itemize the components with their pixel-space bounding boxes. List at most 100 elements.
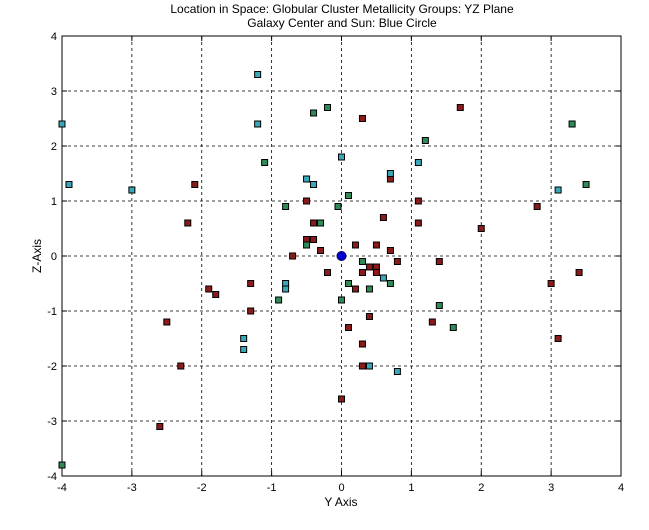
x-tick-label: 0 xyxy=(338,482,344,494)
data-point xyxy=(338,395,345,403)
x-tick-label: 1 xyxy=(408,482,414,494)
data-point xyxy=(338,296,345,304)
data-point xyxy=(421,137,429,144)
data-point xyxy=(303,175,311,183)
data-point xyxy=(435,302,443,309)
data-point xyxy=(247,307,255,315)
data-point xyxy=(575,269,583,276)
y-tick-label: 0 xyxy=(51,251,57,263)
data-point xyxy=(372,269,380,276)
data-point xyxy=(365,362,373,370)
data-points xyxy=(58,71,590,469)
y-tick-labels: -4 -3 -2 -1 0 1 2 3 4 xyxy=(47,31,57,483)
data-point xyxy=(358,340,366,348)
data-point xyxy=(582,181,590,188)
data-point xyxy=(351,285,359,293)
data-point xyxy=(240,335,248,342)
data-point xyxy=(247,280,255,287)
y-axis-label: Z-Axis xyxy=(30,239,44,273)
data-point xyxy=(393,368,401,375)
data-point xyxy=(414,197,422,205)
data-point xyxy=(358,258,366,265)
data-point xyxy=(456,104,464,111)
y-tick-label: -1 xyxy=(47,306,57,318)
data-point xyxy=(351,241,359,249)
y-tick-label: 3 xyxy=(51,86,57,98)
data-point xyxy=(324,104,332,111)
data-point xyxy=(289,252,297,260)
data-point xyxy=(344,192,352,199)
data-point xyxy=(310,181,318,188)
y-tick-label: -3 xyxy=(47,416,57,428)
data-point xyxy=(177,362,185,370)
data-point xyxy=(334,203,342,210)
x-tick-label: 4 xyxy=(618,482,624,494)
data-point xyxy=(568,120,576,128)
data-point xyxy=(191,181,199,188)
data-point xyxy=(358,362,366,370)
data-point xyxy=(554,335,562,342)
data-point xyxy=(58,461,66,469)
data-point xyxy=(184,219,192,227)
chart-title: Location in Space: Globular Cluster Meta… xyxy=(170,2,514,16)
data-point xyxy=(477,225,485,232)
data-point xyxy=(428,318,436,326)
data-point xyxy=(317,247,325,254)
data-point xyxy=(310,109,318,117)
data-point xyxy=(554,186,562,194)
data-point xyxy=(275,296,283,304)
data-point xyxy=(344,280,352,287)
x-tick-label: -3 xyxy=(127,482,137,494)
data-point xyxy=(282,203,290,210)
data-point xyxy=(435,258,443,265)
data-point xyxy=(365,285,373,293)
data-point xyxy=(205,285,213,293)
data-point xyxy=(212,291,220,298)
data-point xyxy=(254,120,262,128)
data-point xyxy=(386,170,394,177)
data-point xyxy=(303,197,311,205)
data-point xyxy=(365,263,373,271)
data-point xyxy=(533,203,541,210)
data-point xyxy=(372,241,380,249)
x-tick-label: -2 xyxy=(197,482,207,494)
x-tick-label: 2 xyxy=(478,482,484,494)
data-point xyxy=(261,159,269,166)
galaxy-center-marker xyxy=(336,251,347,261)
data-point xyxy=(358,115,366,122)
data-point xyxy=(254,71,262,78)
data-point xyxy=(379,274,387,282)
data-point xyxy=(414,219,422,227)
data-point xyxy=(344,324,352,331)
plot-frame xyxy=(61,35,622,477)
chart-subtitle: Galaxy Center and Sun: Blue Circle xyxy=(247,16,437,30)
data-point xyxy=(310,236,318,243)
data-point xyxy=(65,181,73,188)
data-point xyxy=(379,214,387,221)
data-point xyxy=(393,258,401,265)
data-point xyxy=(282,285,290,293)
y-tick-label: 1 xyxy=(51,196,57,208)
data-point xyxy=(414,159,422,166)
data-point xyxy=(128,186,136,194)
data-point xyxy=(317,219,325,227)
data-point xyxy=(386,280,394,287)
data-point xyxy=(338,153,345,161)
y-tick-label: -2 xyxy=(47,361,57,373)
y-tick-label: 2 xyxy=(51,141,57,153)
data-point xyxy=(156,423,164,430)
data-point xyxy=(449,324,457,331)
x-axis-label: Y Axis xyxy=(324,495,357,509)
x-tick-labels: -4 -3 -2 -1 0 1 2 3 4 xyxy=(57,482,624,494)
data-point xyxy=(310,219,318,227)
data-point xyxy=(358,269,366,276)
x-tick-label: 3 xyxy=(548,482,554,494)
data-point xyxy=(547,280,555,287)
y-tick-label: 4 xyxy=(51,31,57,43)
x-tick-label: -4 xyxy=(57,482,67,494)
data-point xyxy=(163,318,171,326)
data-point xyxy=(365,313,373,320)
data-point xyxy=(386,247,394,254)
x-tick-label: -1 xyxy=(267,482,277,494)
